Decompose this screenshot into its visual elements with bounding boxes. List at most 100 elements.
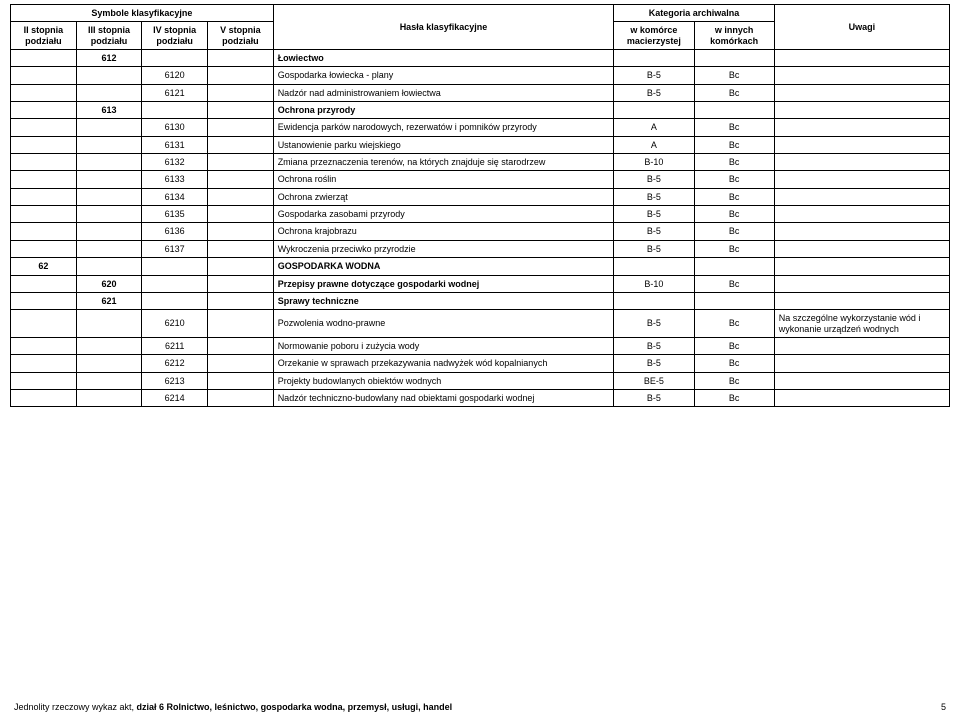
header-uwagi: Uwagi [774,5,949,50]
cell-hasla: Ochrona krajobrazu [273,223,614,240]
table-row: 6133Ochrona roślinB-5Bc [11,171,950,188]
cell-c1 [11,67,77,84]
cell-c4 [208,102,274,119]
cell-hasla: Zmiana przeznaczenia terenów, na których… [273,154,614,171]
cell-c1 [11,102,77,119]
cell-c3: 6120 [142,67,208,84]
cell-k1: B-10 [614,275,694,292]
cell-c2 [76,355,142,372]
cell-uwagi [774,102,949,119]
table-head: Symbole klasyfikacyjne Hasła klasyfikacy… [11,5,950,50]
table-body: 612Łowiectwo6120Gospodarka łowiecka - pl… [11,50,950,407]
cell-hasla: GOSPODARKA WODNA [273,258,614,275]
cell-hasla: Nadzór techniczno-budowlany nad obiektam… [273,389,614,406]
cell-c3: 6210 [142,310,208,338]
table-row: 62GOSPODARKA WODNA [11,258,950,275]
cell-hasla: Sprawy techniczne [273,292,614,309]
cell-c3: 6136 [142,223,208,240]
cell-c4 [208,275,274,292]
cell-k2: Bc [694,337,774,354]
page-root: Symbole klasyfikacyjne Hasła klasyfikacy… [0,0,960,716]
table-row: 6135Gospodarka zasobami przyrodyB-5Bc [11,206,950,223]
cell-c1 [11,310,77,338]
cell-c2: 612 [76,50,142,67]
cell-uwagi [774,292,949,309]
cell-k2: Bc [694,206,774,223]
cell-k2 [694,258,774,275]
cell-k2 [694,102,774,119]
cell-c3: 6212 [142,355,208,372]
cell-c2 [76,67,142,84]
cell-uwagi [774,372,949,389]
cell-k1: B-5 [614,171,694,188]
cell-c2: 613 [76,102,142,119]
cell-k2: Bc [694,154,774,171]
cell-c2 [76,337,142,354]
cell-c4 [208,119,274,136]
cell-k1: BE-5 [614,372,694,389]
footer-text: Jednolity rzeczowy wykaz akt, dział 6 Ro… [14,702,452,712]
cell-uwagi [774,337,949,354]
cell-k1: B-5 [614,84,694,101]
table-row: 6210Pozwolenia wodno-prawneB-5BcNa szcze… [11,310,950,338]
cell-c3: 6134 [142,188,208,205]
cell-c4 [208,355,274,372]
cell-c4 [208,188,274,205]
cell-c4 [208,389,274,406]
cell-k2: Bc [694,171,774,188]
cell-c1 [11,119,77,136]
cell-k1: B-5 [614,355,694,372]
cell-c2 [76,84,142,101]
cell-c1 [11,389,77,406]
cell-hasla: Przepisy prawne dotyczące gospodarki wod… [273,275,614,292]
cell-c4 [208,50,274,67]
cell-k1: B-10 [614,154,694,171]
cell-c2 [76,310,142,338]
cell-uwagi [774,223,949,240]
cell-uwagi [774,389,949,406]
cell-hasla: Pozwolenia wodno-prawne [273,310,614,338]
cell-c4 [208,223,274,240]
table-row: 6130Ewidencja parków narodowych, rezerwa… [11,119,950,136]
header-col4: V stopnia podziału [208,22,274,50]
cell-k2 [694,292,774,309]
header-kategoria: Kategoria archiwalna [614,5,775,22]
cell-c2 [76,223,142,240]
cell-c1 [11,240,77,257]
cell-c1 [11,84,77,101]
cell-k2: Bc [694,275,774,292]
cell-c3 [142,50,208,67]
cell-c4 [208,136,274,153]
table-row: 6121Nadzór nad administrowaniem łowiectw… [11,84,950,101]
cell-k1: A [614,119,694,136]
cell-c3 [142,292,208,309]
cell-c1 [11,50,77,67]
cell-c2 [76,389,142,406]
cell-uwagi [774,188,949,205]
cell-hasla: Orzekanie w sprawach przekazywania nadwy… [273,355,614,372]
cell-c3 [142,275,208,292]
cell-c4 [208,337,274,354]
cell-k2: Bc [694,389,774,406]
cell-c1 [11,171,77,188]
cell-uwagi [774,136,949,153]
cell-c2 [76,154,142,171]
cell-k1: A [614,136,694,153]
footer-page-number: 5 [941,702,946,712]
table-row: 612Łowiectwo [11,50,950,67]
cell-c4 [208,240,274,257]
cell-k2: Bc [694,67,774,84]
cell-c2 [76,206,142,223]
cell-hasla: Gospodarka zasobami przyrody [273,206,614,223]
cell-c2 [76,136,142,153]
cell-uwagi [774,67,949,84]
cell-k1 [614,292,694,309]
cell-c1 [11,154,77,171]
cell-k2: Bc [694,188,774,205]
cell-c4 [208,292,274,309]
cell-c3: 6121 [142,84,208,101]
cell-c3: 6130 [142,119,208,136]
cell-k2 [694,50,774,67]
table-row: 6131Ustanowienie parku wiejskiegoABc [11,136,950,153]
cell-uwagi [774,355,949,372]
